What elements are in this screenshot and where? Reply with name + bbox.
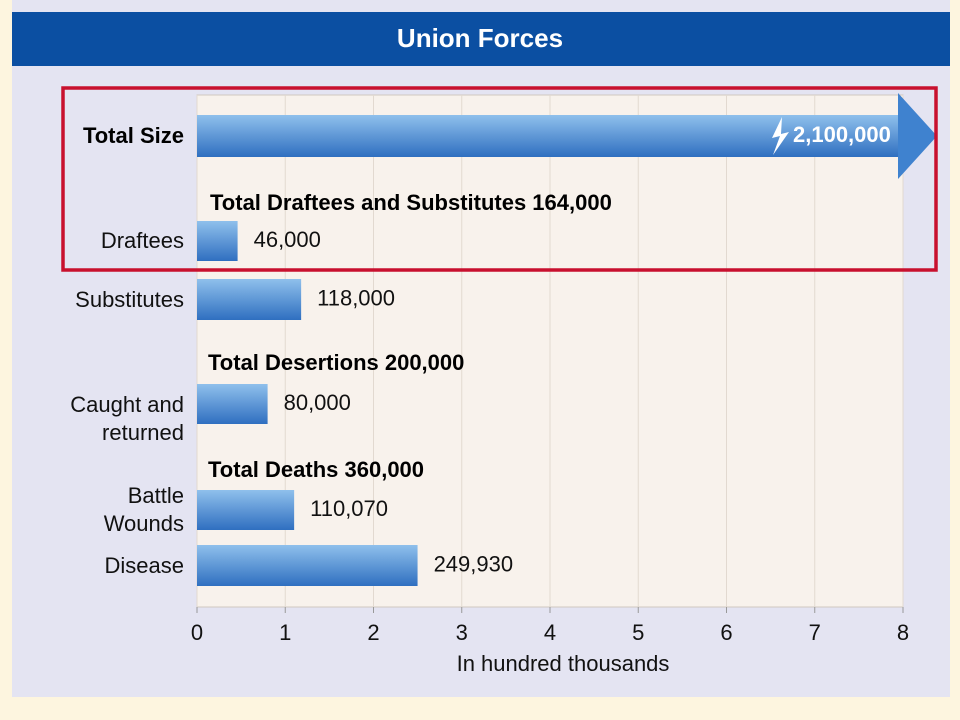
annotation: Total Deaths 360,000 xyxy=(208,457,424,482)
y-tick-label: Total Size xyxy=(82,123,184,148)
highlight-box xyxy=(61,86,938,272)
bar xyxy=(197,115,910,157)
y-tick-label: Caught and returned xyxy=(70,392,184,445)
value-label: 118,000 xyxy=(317,285,395,310)
x-tick-label: 2 xyxy=(367,620,379,645)
x-tick-label: 0 xyxy=(191,620,203,645)
x-axis-label: In hundred thousands xyxy=(457,651,670,676)
x-tick-label: 6 xyxy=(720,620,732,645)
x-tick-label: 4 xyxy=(544,620,556,645)
x-tick-label: 3 xyxy=(456,620,468,645)
y-tick-label: Draftees xyxy=(100,228,184,253)
bar xyxy=(197,221,238,261)
y-tick-label: Disease xyxy=(104,552,184,578)
annotation: Total Draftees and Substitutes 164,000 xyxy=(210,190,612,215)
x-tick-label: 7 xyxy=(809,620,821,645)
break-mark xyxy=(772,117,789,155)
y-tick-label: Battle Wounds xyxy=(103,483,184,536)
value-label: 110,070 xyxy=(310,496,388,521)
value-label: 249,930 xyxy=(434,551,514,576)
chart-title: Union Forces xyxy=(397,23,563,53)
bar xyxy=(197,545,418,586)
value-label: 46,000 xyxy=(254,227,321,252)
value-label: 80,000 xyxy=(284,390,351,415)
bar xyxy=(197,490,295,530)
y-tick-label: Substitutes xyxy=(75,286,184,312)
x-tick-label: 5 xyxy=(632,620,644,645)
bar-arrow xyxy=(898,93,937,179)
x-tick-label: 8 xyxy=(897,620,909,645)
x-tick-label: 1 xyxy=(279,620,291,645)
annotation: Total Desertions 200,000 xyxy=(208,350,464,375)
bar xyxy=(197,384,268,424)
title-bar xyxy=(12,12,950,66)
bar xyxy=(197,279,302,320)
value-label: 2,100,000 xyxy=(793,122,891,147)
